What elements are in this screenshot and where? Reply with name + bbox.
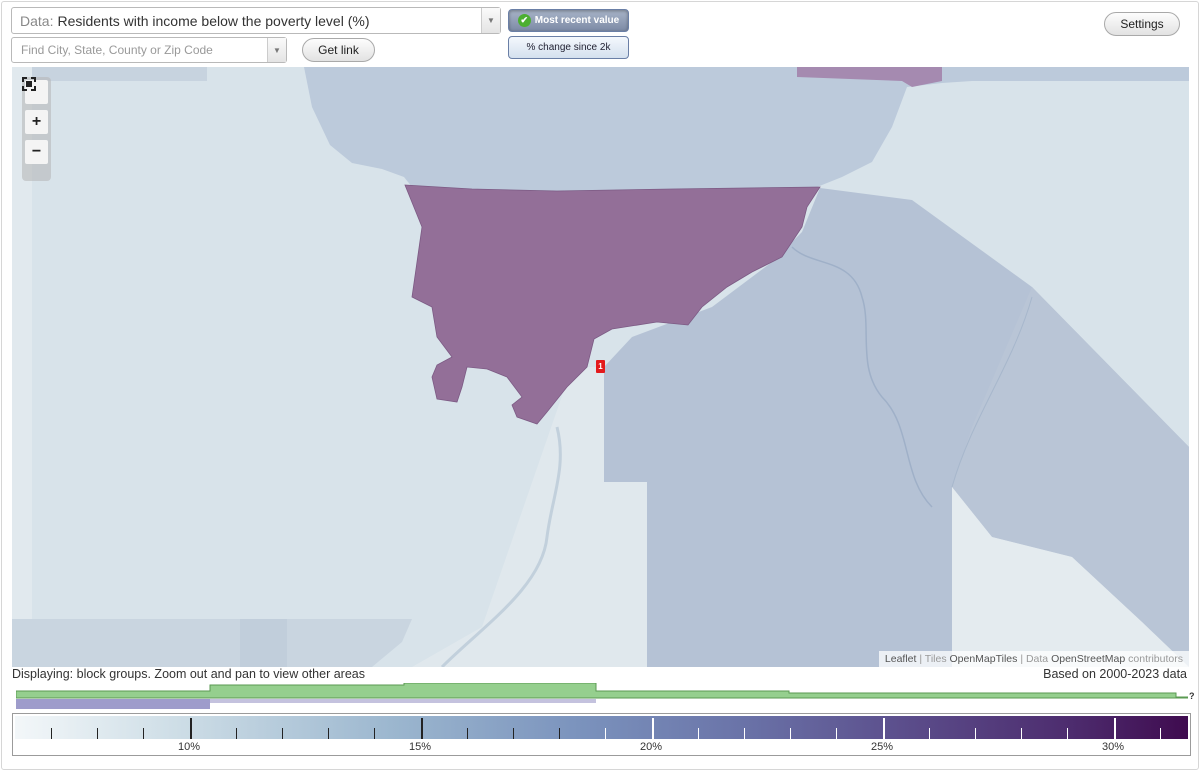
scale-minor-tick (328, 728, 330, 739)
block-group-region (32, 67, 207, 81)
most-recent-value-label: Most recent value (534, 15, 620, 26)
scale-minor-tick (928, 728, 930, 739)
low-value-region (412, 367, 647, 667)
zoom-out-button[interactable]: − (25, 140, 48, 164)
scale-minor-tick (559, 728, 561, 739)
scale-minor-tick (1067, 728, 1069, 739)
zoom-in-button[interactable]: + (25, 110, 48, 134)
scale-minor-tick (697, 728, 699, 739)
openstreetmap-link[interactable]: OpenStreetMap (1051, 653, 1126, 665)
block-group-region (12, 619, 412, 667)
scale-minor-tick (605, 728, 607, 739)
high-value-region (404, 184, 821, 425)
location-search-input[interactable]: Find City, State, County or Zip Code ▼ (11, 37, 287, 63)
histogram-selected-range (16, 699, 210, 709)
map-attribution: Leaflet | Tiles OpenMapTiles | Data Open… (878, 651, 1189, 667)
scale-minor-tick (235, 728, 237, 739)
scale-major-tick (1113, 718, 1116, 739)
scale-minor-tick (466, 728, 468, 739)
checkmark-icon: ✔ (517, 14, 531, 27)
edge-region (12, 67, 32, 667)
scale-minor-tick (836, 728, 838, 739)
low-value-region (952, 487, 1189, 667)
data-selector-value: Residents with income below the poverty … (57, 12, 370, 29)
data-selector[interactable]: Data: Residents with income below the po… (11, 7, 501, 34)
map-canvas (12, 67, 1189, 667)
scale-minor-tick (1159, 728, 1161, 739)
river-line (791, 246, 933, 508)
scale-minor-tick (282, 728, 283, 739)
scale-minor-tick (374, 728, 376, 739)
map-marker[interactable]: 1 (596, 360, 605, 373)
displaying-note: Displaying: block groups. Zoom out and p… (12, 667, 365, 681)
get-link-button[interactable]: Get link (302, 38, 375, 62)
openmaptiles-link[interactable]: OpenMapTiles (949, 653, 1018, 665)
chevron-down-icon[interactable]: ▼ (481, 8, 500, 33)
map-view[interactable]: + − 1 Leaflet | Tiles OpenMapTiles | Dat… (12, 67, 1189, 667)
fullscreen-icon[interactable] (22, 77, 48, 104)
fullscreen-glyph (22, 77, 36, 91)
scale-label-10: 10% (177, 741, 201, 753)
block-group-region (304, 67, 1189, 191)
scale-minor-tick (1021, 728, 1023, 739)
settings-button[interactable]: Settings (1104, 12, 1180, 36)
most-recent-value-toggle[interactable]: ✔ Most recent value (508, 9, 629, 32)
scale-label-15: 15% (408, 741, 432, 753)
attribution-sep: | Data (1017, 653, 1052, 665)
color-scale-bar (15, 716, 1188, 739)
zoom-control: + − (22, 77, 51, 181)
scale-major-tick (882, 718, 885, 739)
scale-minor-tick (790, 728, 792, 739)
help-icon[interactable]: ? (1189, 691, 1195, 701)
high-value-region (797, 67, 942, 87)
attribution-sep: | Tiles (916, 653, 950, 665)
scale-minor-tick (975, 728, 976, 739)
search-placeholder: Find City, State, County or Zip Code (21, 43, 213, 57)
data-range-note: Based on 2000-2023 data (1043, 667, 1187, 681)
percent-change-toggle[interactable]: % change since 2k (508, 36, 629, 59)
scale-minor-tick (97, 728, 99, 739)
attribution-suffix: contributors (1125, 653, 1183, 665)
scale-minor-tick (513, 728, 514, 739)
data-selector-prefix: Data: (20, 12, 54, 29)
leaflet-link[interactable]: Leaflet (884, 653, 917, 665)
scale-minor-tick (744, 728, 745, 739)
scale-label-20: 20% (639, 741, 663, 753)
histogram-area (16, 683, 1188, 699)
block-group-region (952, 287, 1189, 667)
scale-minor-tick (143, 728, 145, 739)
boundary-line (951, 296, 1033, 488)
block-group-region (240, 619, 287, 667)
scale-major-tick (420, 718, 423, 739)
road-line (440, 426, 562, 667)
scale-label-25: 25% (870, 741, 894, 753)
histogram-selected-range (210, 699, 596, 703)
scale-label-30: 30% (1101, 741, 1125, 753)
distribution-histogram (16, 683, 1188, 709)
scale-minor-tick (51, 728, 52, 739)
scale-major-tick (189, 718, 192, 739)
scale-major-tick (651, 718, 654, 739)
chevron-down-icon[interactable]: ▼ (267, 38, 286, 62)
color-scale-legend: 10% 15% 20% 25% 30% (12, 713, 1191, 756)
